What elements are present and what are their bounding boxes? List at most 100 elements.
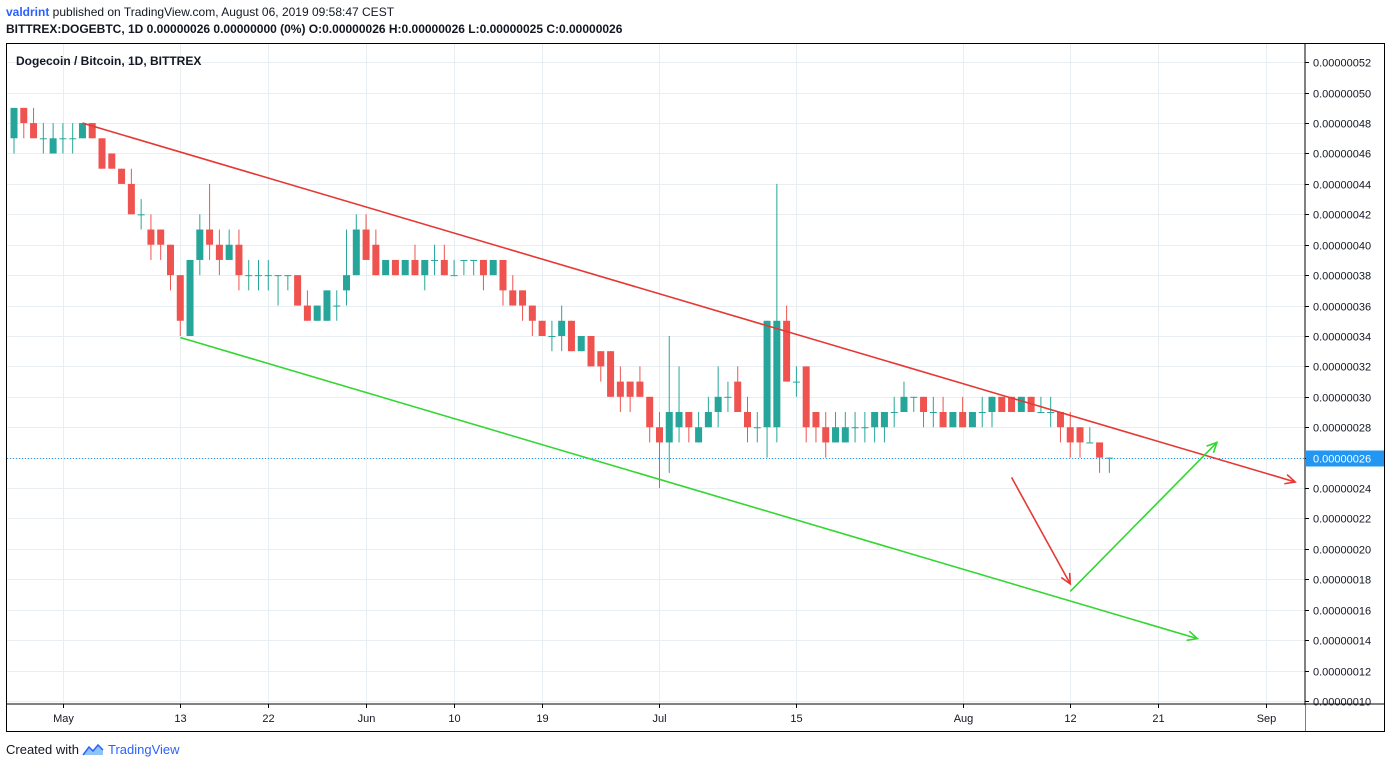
candle-body	[372, 244, 380, 276]
candle-body	[1008, 396, 1016, 413]
x-tick-label: 21	[1152, 713, 1164, 725]
x-tick-label: Aug	[954, 713, 974, 725]
candle-body	[431, 259, 439, 261]
candle-body	[118, 168, 126, 184]
projection-down-arrow-line[interactable]	[1010, 477, 1071, 585]
candle	[362, 214, 370, 260]
candle-body	[675, 412, 683, 428]
candle	[127, 168, 135, 215]
y-tick-label: 0.00000024	[1313, 484, 1371, 496]
candle-body	[499, 259, 507, 291]
candle-body	[616, 381, 624, 397]
x-tick-label: 19	[536, 713, 548, 725]
y-tick-label: 0.00000040	[1313, 241, 1371, 253]
candle-body	[528, 305, 536, 321]
y-tick-label: 0.00000044	[1313, 180, 1371, 192]
candle-body	[988, 396, 996, 413]
x-tick-label: Jun	[358, 713, 376, 725]
candle-body	[440, 259, 448, 276]
support-trendline-line[interactable]	[180, 336, 1198, 640]
candle-body	[968, 412, 976, 428]
candle	[1105, 457, 1113, 473]
arrow-head-icon	[1206, 441, 1219, 454]
candle	[773, 183, 781, 443]
candle-body	[841, 427, 849, 443]
candle-body	[362, 229, 370, 260]
candle	[626, 381, 634, 413]
candle	[431, 244, 439, 276]
chart-frame[interactable]: 0.00000010 0.00000012 0.00000014 0.00000016…	[6, 43, 1385, 732]
candle	[284, 275, 292, 291]
candle	[255, 259, 262, 291]
candle	[372, 229, 380, 276]
y-tick-label: 0.00000030	[1313, 393, 1371, 405]
candle-body	[949, 412, 957, 428]
candle-body	[978, 412, 986, 414]
candle	[186, 259, 194, 336]
candle	[313, 305, 321, 321]
candle-body	[411, 259, 419, 276]
candle	[1047, 396, 1055, 428]
candle-body	[763, 320, 771, 428]
candle-body	[753, 427, 761, 429]
candle	[411, 244, 419, 276]
candle-body	[812, 412, 820, 428]
y-tick-label: 0.00000052	[1313, 58, 1371, 70]
x-tick-label: 12	[1064, 713, 1076, 725]
candle	[499, 259, 507, 306]
candle-body	[10, 107, 18, 139]
candle	[538, 320, 546, 336]
candle-body	[1037, 412, 1045, 414]
candle-body	[744, 412, 751, 428]
tradingview-brand-link[interactable]: TradingView	[107, 742, 180, 757]
tradingview-logo-icon[interactable]	[82, 743, 104, 757]
candle	[391, 259, 399, 276]
y-tick-label: 0.00000028	[1313, 423, 1371, 435]
candle-body	[206, 229, 214, 245]
candle-body	[558, 320, 566, 336]
arrow-head-icon	[1186, 630, 1200, 642]
candle-body	[235, 244, 243, 276]
candle-body	[890, 412, 898, 414]
candle-body	[509, 290, 517, 306]
projection-up-arrow[interactable]	[1069, 441, 1219, 593]
candle-body	[1017, 396, 1025, 413]
candle	[489, 259, 497, 276]
candle-body	[519, 290, 527, 306]
candle-body	[704, 412, 712, 428]
candle-body	[20, 107, 28, 124]
candle-body	[245, 275, 253, 277]
candle-body	[343, 275, 351, 291]
candle	[450, 259, 458, 277]
projection-down-arrow[interactable]	[1010, 477, 1072, 586]
resistance-trendline-line[interactable]	[82, 122, 1296, 483]
candle	[949, 412, 957, 428]
candle-body	[166, 244, 174, 276]
author-link[interactable]: valdrint	[6, 5, 50, 19]
candle-body	[479, 259, 487, 276]
candle-body	[294, 275, 302, 306]
candle-body	[538, 320, 546, 336]
candlestick-chart[interactable]: 0.00000010 0.00000012 0.00000014 0.00000016…	[7, 44, 1385, 732]
support-trendline[interactable]	[180, 336, 1200, 642]
resistance-trendline[interactable]	[82, 122, 1297, 485]
candle	[577, 335, 585, 352]
candle	[597, 351, 605, 382]
candle	[1076, 427, 1084, 458]
candle-body	[1076, 427, 1084, 443]
y-tick-label: 0.00000034	[1313, 332, 1371, 344]
candle	[567, 320, 575, 352]
projection-up-arrow-line[interactable]	[1069, 441, 1218, 593]
candle	[841, 412, 849, 443]
candle	[294, 275, 302, 306]
candle-body	[1096, 442, 1104, 458]
candle-body	[783, 320, 791, 382]
y-tick-label: 0.00000018	[1313, 575, 1371, 587]
candle	[196, 214, 204, 276]
x-tick-label: Jul	[652, 713, 666, 725]
candle	[802, 366, 810, 443]
candle-body	[577, 335, 585, 352]
candle-body	[323, 290, 331, 321]
candle-body	[78, 123, 86, 139]
candle	[832, 412, 840, 443]
